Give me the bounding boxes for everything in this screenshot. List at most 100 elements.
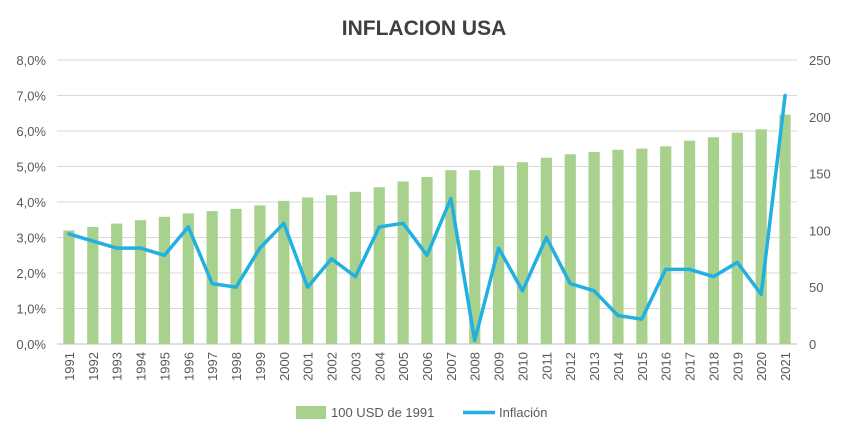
left-axis-ticks: 0,0% 1,0% 2,0% 3,0% 4,0% 5,0% 6,0% 7,0% 8,0% <box>16 53 46 352</box>
x-tick-label: 2007 <box>444 352 459 381</box>
x-tick-label: 1999 <box>253 352 268 381</box>
x-tick-label: 2006 <box>420 352 435 381</box>
x-tick-label: 2021 <box>778 352 793 381</box>
x-tick-label: 2008 <box>468 352 483 381</box>
x-tick-label: 1995 <box>157 352 172 381</box>
left-tick-label: 7,0% <box>16 89 46 104</box>
bar <box>349 191 361 344</box>
bar <box>158 216 171 344</box>
line-point <box>592 289 596 292</box>
x-tick-label: 2011 <box>539 352 554 380</box>
legend-bar-swatch <box>296 406 326 419</box>
line-point <box>401 222 405 225</box>
x-tick-label: 1996 <box>181 352 196 381</box>
bar <box>660 146 672 344</box>
bar <box>230 208 242 344</box>
right-tick-label: 200 <box>809 110 831 125</box>
bar <box>516 162 529 344</box>
bar <box>445 170 457 344</box>
bar <box>564 154 576 344</box>
x-tick-label: 2017 <box>683 352 698 381</box>
x-axis-ticks: 1991 1992 1993 1994 1995 1996 1997 1998 1999 2000… <box>62 352 793 381</box>
x-tick-label: 2004 <box>372 352 387 381</box>
bar <box>373 187 385 344</box>
line-point <box>449 197 453 200</box>
line-point <box>664 268 667 271</box>
bar <box>588 152 600 344</box>
x-tick-label: 2015 <box>635 352 650 381</box>
legend-bar-label: 100 USD de 1991 <box>331 405 434 420</box>
right-tick-label: 250 <box>809 53 831 68</box>
bar <box>325 195 338 344</box>
line-point <box>783 94 787 97</box>
bar <box>278 200 290 344</box>
x-tick-label: 2014 <box>611 352 626 381</box>
bar <box>731 132 743 344</box>
left-tick-label: 8,0% <box>16 53 46 68</box>
line-point <box>616 314 620 317</box>
x-tick-label: 2001 <box>301 352 316 381</box>
x-tick-label: 2013 <box>587 352 602 381</box>
legend-line-label: Inflación <box>499 405 547 420</box>
bar <box>206 211 218 344</box>
x-tick-label: 2012 <box>563 352 578 381</box>
line-point <box>282 222 285 225</box>
left-tick-label: 0,0% <box>16 337 46 352</box>
left-tick-label: 6,0% <box>16 124 46 139</box>
x-tick-label: 2000 <box>277 352 292 381</box>
line-point <box>688 268 691 271</box>
bar <box>540 157 552 344</box>
chart-title: INFLACION USA <box>342 17 507 40</box>
line-point <box>712 275 715 278</box>
bar <box>636 148 648 344</box>
x-tick-label: 2005 <box>396 352 411 381</box>
line-point <box>759 293 763 296</box>
line-point <box>354 275 357 278</box>
line-point <box>258 246 262 250</box>
line-point <box>139 246 142 250</box>
line-point <box>163 254 166 257</box>
bar <box>683 140 696 344</box>
line-point <box>67 232 71 236</box>
line-point <box>736 261 739 264</box>
line-point <box>330 257 333 260</box>
bar <box>421 177 433 344</box>
line-point <box>521 289 524 292</box>
right-tick-label: 0 <box>809 337 816 352</box>
line-point <box>187 225 190 229</box>
x-tick-label: 2002 <box>325 352 340 381</box>
bar <box>302 197 314 344</box>
line-point <box>115 246 118 250</box>
x-tick-label: 1994 <box>134 352 149 381</box>
x-tick-label: 1993 <box>110 352 125 381</box>
right-axis-ticks: 0 50 100 150 200 250 <box>809 53 831 352</box>
x-tick-label: 2016 <box>659 352 674 381</box>
legend: 100 USD de 1991 Inflación <box>296 405 547 420</box>
line-point <box>473 339 476 342</box>
left-tick-label: 5,0% <box>16 160 46 175</box>
line-point <box>91 239 95 243</box>
bar <box>182 213 194 344</box>
line-point <box>640 317 644 321</box>
x-tick-label: 2003 <box>348 352 363 381</box>
line-series <box>67 93 787 343</box>
line-point <box>210 282 214 285</box>
line-point <box>378 225 381 229</box>
bar <box>612 149 624 344</box>
bar <box>707 137 720 344</box>
x-tick-label: 1997 <box>205 352 220 381</box>
bar <box>134 220 147 344</box>
x-tick-label: 2010 <box>515 352 530 381</box>
bar <box>397 181 409 344</box>
x-tick-label: 2018 <box>706 352 721 381</box>
left-tick-label: 1,0% <box>16 302 46 317</box>
line-point <box>545 236 548 239</box>
bar <box>254 205 266 344</box>
bar <box>87 226 99 344</box>
x-tick-label: 1998 <box>229 352 244 381</box>
bar <box>755 129 767 344</box>
bar-series <box>63 114 791 344</box>
x-tick-label: 2009 <box>492 352 507 381</box>
